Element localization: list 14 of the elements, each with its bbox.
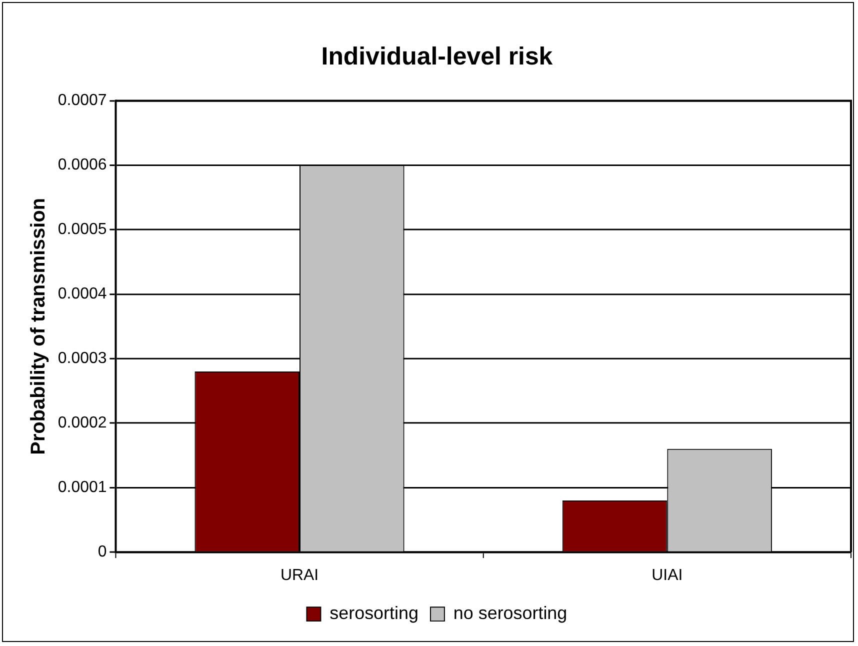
legend-label: serosorting (330, 603, 418, 624)
y-tick-label: 0.0006 (58, 156, 107, 174)
chart-title: Individual-level risk (321, 42, 553, 71)
y-tick-label: 0.0001 (58, 478, 107, 496)
x-tick-label: UIAI (652, 567, 683, 584)
y-tick-label: 0.0004 (58, 286, 107, 303)
y-tick-label: 0 (98, 543, 107, 560)
y-tick-label: 0.0007 (58, 92, 107, 110)
y-tick-label: 0.0002 (58, 414, 107, 432)
y-tick-label: 0.0003 (58, 350, 107, 368)
legend-label: no serosorting (453, 603, 568, 624)
y-axis-title: Probability of transmission (27, 198, 50, 455)
x-tick-label: URAI (280, 567, 319, 584)
y-tick-label: 0.0005 (58, 221, 107, 238)
